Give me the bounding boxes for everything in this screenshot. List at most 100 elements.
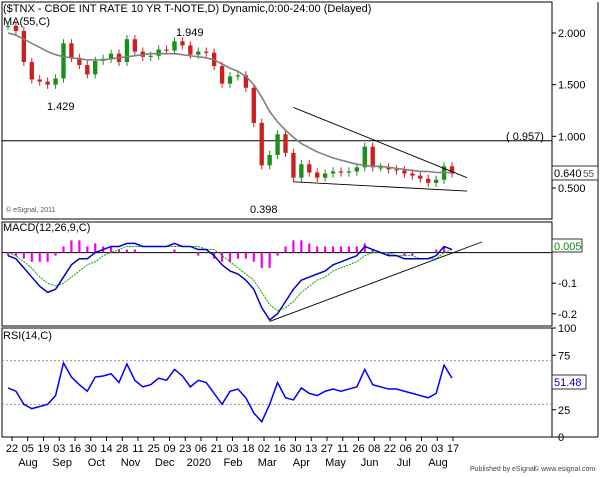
- price-candle: [386, 167, 391, 170]
- x-day-label: 03: [431, 443, 443, 455]
- y-tick-label: 2.000: [558, 28, 586, 40]
- price-candle: [243, 75, 249, 88]
- rsi-line: [7, 360, 453, 424]
- price-panel: [1, 1, 553, 220]
- price-candle: [449, 166, 455, 174]
- ma-55-line: [7, 32, 452, 174]
- annotation-high: 1.949: [176, 27, 204, 39]
- price-candle: [156, 49, 161, 56]
- price-candle: [172, 41, 177, 51]
- y-tick-label: -0.2: [558, 309, 577, 321]
- price-candle: [259, 122, 264, 166]
- price-candle: [354, 167, 360, 172]
- x-day-label: 06: [400, 443, 412, 455]
- annotation-low-0398: 0.398: [250, 204, 278, 216]
- price-candle: [188, 45, 193, 55]
- x-day-label: 16: [69, 443, 81, 455]
- price-candle: [275, 134, 280, 155]
- y-tick-label: 100: [558, 323, 576, 335]
- x-day-label: 03: [226, 443, 238, 455]
- price-candle: [394, 169, 399, 171]
- macd-trendline: [269, 241, 483, 322]
- price-candle: [307, 164, 312, 173]
- price-candle: [69, 43, 74, 58]
- x-day-label: 28: [116, 443, 128, 455]
- x-month-label: May: [325, 457, 346, 469]
- x-month-label: 2020: [187, 457, 211, 469]
- macd-panel: [1, 221, 553, 327]
- price-candle: [204, 51, 209, 53]
- macd-legend: MACD(12,26,9,C): [3, 222, 90, 234]
- x-month-label: Aug: [428, 457, 448, 469]
- macd-last-value: 0.005: [554, 241, 582, 253]
- x-day-label: 11: [337, 443, 348, 455]
- x-month-label: Nov: [121, 457, 141, 469]
- y-tick-label: 0: [558, 432, 564, 444]
- x-day-label: 30: [85, 443, 97, 455]
- chart-title: ($TNX - CBOE INT RATE 10 YR T-NOTE,D) Dy…: [3, 3, 371, 15]
- x-month-label: Jul: [397, 457, 411, 469]
- x-day-label: 22: [6, 443, 18, 455]
- x-day-label: 18: [242, 443, 254, 455]
- footer-copyright: © www.esignal.com: [534, 465, 595, 473]
- price-candle: [108, 53, 114, 59]
- price-candle: [53, 78, 58, 85]
- x-month-label: Apr: [293, 457, 310, 469]
- price-candle: [61, 43, 66, 79]
- price-candle: [267, 154, 272, 166]
- lower-trendline: [293, 181, 468, 192]
- price-candle: [235, 75, 241, 77]
- ma-last-value: 55: [583, 169, 595, 180]
- macd-signal-line: [7, 245, 453, 312]
- price-candle: [426, 178, 431, 183]
- x-day-label: 23: [179, 443, 191, 455]
- y-tick-label: 1.000: [558, 131, 586, 143]
- y-tick-label: 75: [558, 350, 570, 362]
- price-candle: [315, 172, 320, 178]
- price-candle: [338, 171, 344, 173]
- price-candle: [29, 61, 34, 80]
- ma-legend: MA(55,C): [3, 16, 50, 28]
- price-candle: [299, 164, 304, 178]
- price-candle: [124, 39, 130, 62]
- macd-last-value-badge: 0.005: [551, 238, 583, 253]
- price-candle: [45, 81, 50, 85]
- footer-published: Published by eSignal: [470, 466, 536, 473]
- x-day-label: 19: [37, 443, 49, 455]
- price-candle: [37, 79, 42, 82]
- esignal-watermark: © eSignal, 2011: [6, 206, 56, 214]
- rsi-last-value-badge: 51.48: [551, 374, 587, 390]
- x-month-label: Sep: [52, 457, 72, 469]
- x-day-label: 30: [289, 443, 301, 455]
- x-day-label: 03: [53, 443, 65, 455]
- x-day-label: 25: [148, 443, 160, 455]
- price-candle: [330, 171, 336, 174]
- price-last-value-badge: 0.640 55: [551, 165, 599, 181]
- x-day-label: 22: [384, 443, 396, 455]
- y-tick-label: 1.500: [558, 80, 586, 92]
- x-day-label: 26: [352, 443, 364, 455]
- x-day-label: 06: [195, 443, 207, 455]
- macd-line: [7, 242, 453, 321]
- x-day-label: 11: [132, 443, 143, 455]
- x-day-label: 02: [258, 443, 270, 455]
- price-candle: [164, 49, 169, 51]
- x-day-label: 20: [415, 443, 427, 455]
- price-candle: [402, 170, 407, 174]
- x-day-label: 16: [274, 443, 286, 455]
- y-tick-label: 0.500: [558, 183, 586, 195]
- x-month-label: Jun: [361, 457, 379, 469]
- x-day-label: 13: [305, 443, 317, 455]
- price-candle: [85, 65, 90, 75]
- rsi-legend: RSI(14,C): [3, 330, 52, 342]
- x-month-label: Oct: [88, 457, 105, 469]
- price-candle: [433, 179, 439, 183]
- price-candle: [5, 25, 11, 27]
- price-candle: [251, 87, 256, 123]
- x-month-label: Feb: [224, 457, 243, 469]
- x-day-label: 17: [447, 443, 459, 455]
- price-candle: [362, 146, 367, 168]
- x-month-label: Dec: [155, 457, 175, 469]
- price-candle: [410, 173, 415, 176]
